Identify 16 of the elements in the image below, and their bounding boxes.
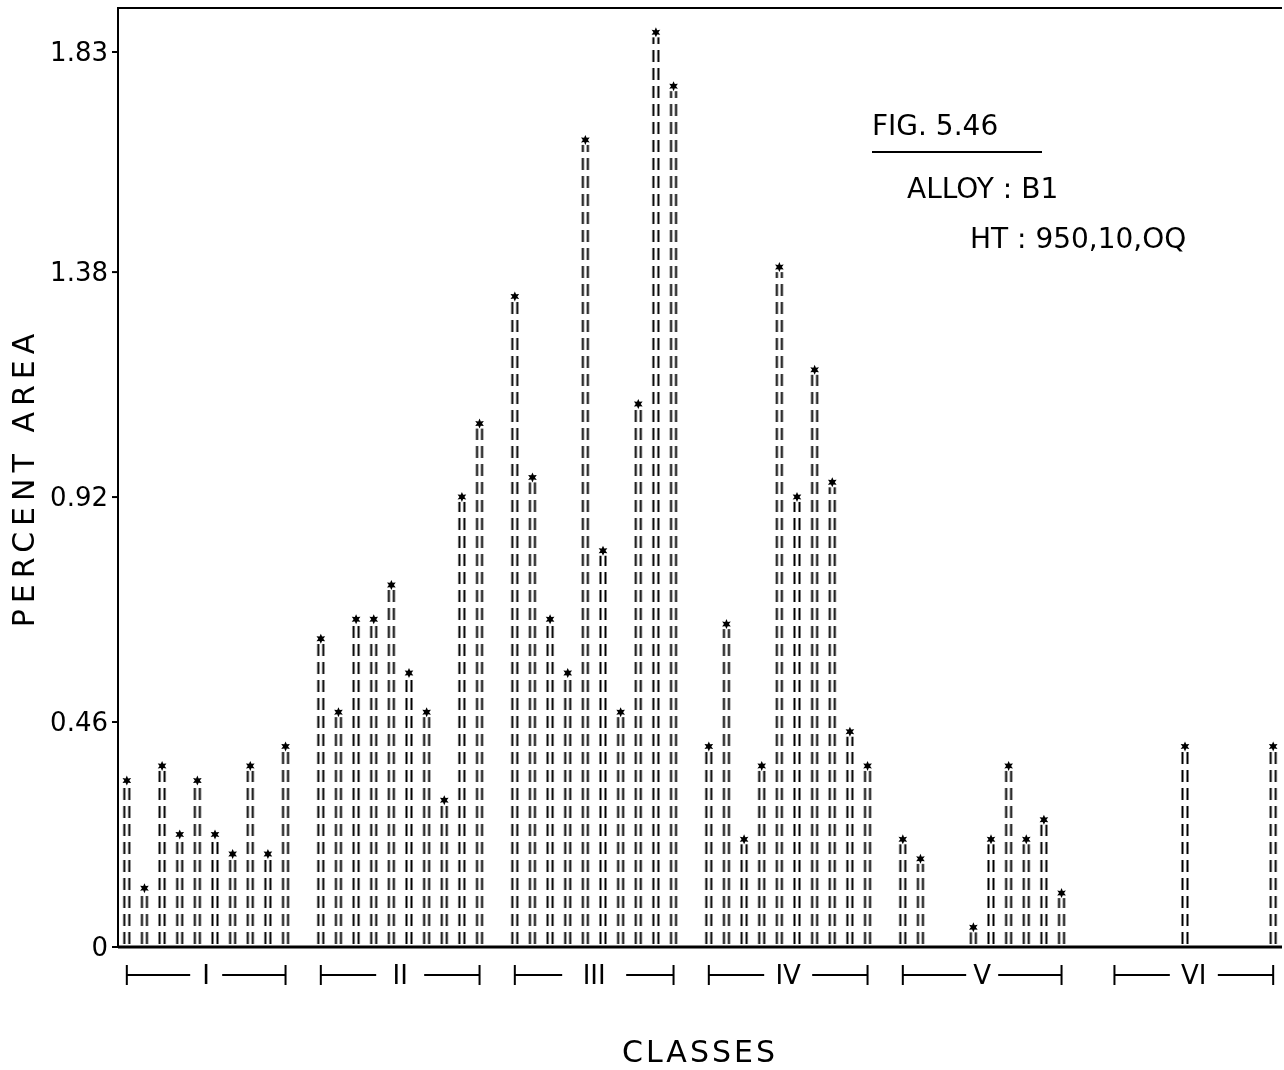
text: IV	[775, 960, 802, 991]
y-tick-label: 0	[91, 932, 108, 963]
annotation: HT : 950,10,OQ	[970, 222, 1187, 255]
y-tick-label: 1.38	[50, 257, 108, 288]
y-tick-label: 1.83	[50, 37, 108, 68]
annotation: ALLOY : B1	[907, 172, 1059, 205]
y-tick-label: 0.92	[50, 482, 108, 513]
text: FIG. 5.46	[872, 109, 999, 142]
text: I	[202, 960, 211, 991]
y-axis-title: PERCENT AREA	[6, 327, 41, 628]
text: V	[973, 960, 992, 991]
x-axis-title: CLASSES	[622, 1034, 778, 1069]
text: III	[582, 960, 606, 991]
y-tick-label: 0.46	[50, 707, 108, 738]
text: II	[392, 960, 408, 991]
text: VI	[1181, 960, 1207, 991]
